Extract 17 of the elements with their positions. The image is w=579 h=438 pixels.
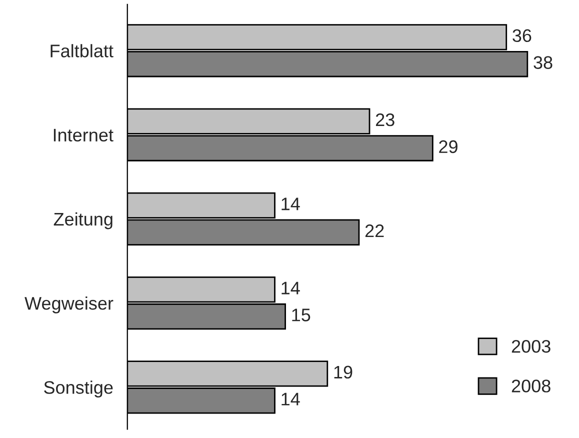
y-tick-label: Wegweiser	[24, 296, 114, 314]
data-label: 36	[512, 29, 532, 42]
legend-label: 2003	[512, 340, 550, 353]
data-label: 38	[534, 56, 552, 69]
y-tick-label: Zeitung	[54, 212, 112, 230]
data-label: 14	[282, 392, 300, 406]
y-tick-label: Sonstige	[44, 380, 113, 398]
data-label: 22	[365, 224, 384, 238]
data-label: 14	[282, 282, 300, 294]
y-tick-label: Faltblatt	[50, 44, 114, 58]
legend-label: 2008	[512, 380, 550, 392]
data-label: 19	[334, 366, 352, 379]
y-tick-label: Internet	[54, 128, 114, 142]
data-label: 29	[439, 140, 458, 154]
data-label: 15	[292, 308, 310, 322]
data-label: 23	[376, 113, 394, 126]
data-label: 14	[282, 198, 300, 210]
